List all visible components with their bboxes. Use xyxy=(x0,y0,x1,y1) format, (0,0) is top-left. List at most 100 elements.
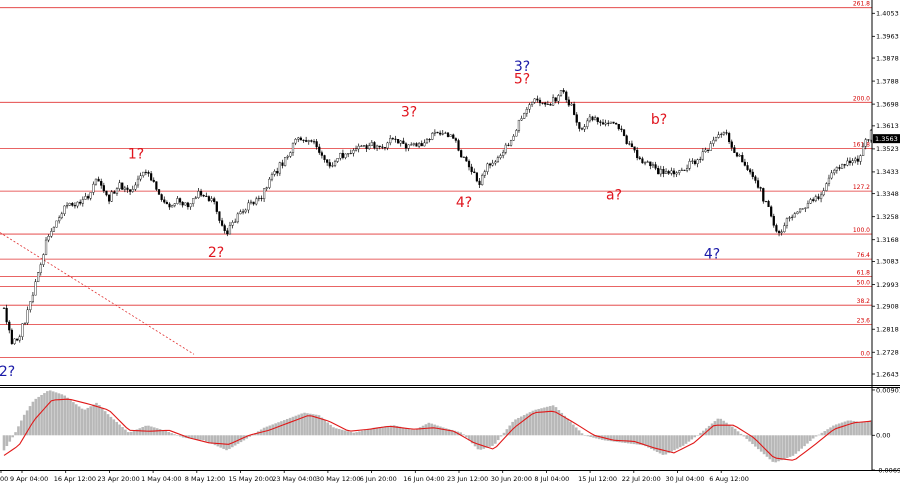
y-tick-label: 1.4053 xyxy=(876,10,899,18)
candles xyxy=(2,88,873,345)
y-tick-label: 1.2643 xyxy=(876,370,899,378)
candle-body xyxy=(578,122,581,129)
histogram-bar xyxy=(323,420,327,436)
histogram-bar xyxy=(389,425,393,436)
histogram-bar xyxy=(759,435,763,452)
candle-body xyxy=(457,140,460,151)
candle-body xyxy=(454,138,457,141)
candle-body xyxy=(475,172,479,182)
histogram-bar xyxy=(37,396,40,436)
histogram-bar xyxy=(771,435,775,462)
y-tick-label: 1.3788 xyxy=(876,77,899,85)
candle-body xyxy=(659,168,662,175)
candle-body xyxy=(139,175,142,180)
x-tick-label: 23 Apr 20:00 xyxy=(97,475,139,483)
histogram-bar xyxy=(629,435,633,444)
candle-body xyxy=(633,146,636,151)
candle-body xyxy=(418,143,421,147)
candle-body xyxy=(47,236,50,241)
candle-body xyxy=(278,162,281,174)
histogram-bar xyxy=(499,435,503,437)
candle-body xyxy=(118,182,121,189)
candle-body xyxy=(791,216,794,218)
histogram-bar xyxy=(783,435,786,460)
candle-body xyxy=(848,160,852,164)
histogram-bar xyxy=(725,422,728,436)
histogram-bar xyxy=(381,426,384,436)
candle-body xyxy=(220,220,224,226)
histogram-bar xyxy=(190,435,194,439)
candle-body xyxy=(89,192,92,199)
candle-body xyxy=(312,141,316,143)
candle-body xyxy=(533,98,536,103)
histogram-bar xyxy=(86,407,90,436)
histogram-bar xyxy=(606,435,610,441)
candle-body xyxy=(194,197,197,199)
histogram-bar xyxy=(361,430,364,436)
histogram-bar xyxy=(441,427,445,436)
y-tick-label: 1.3523 xyxy=(876,145,899,153)
candle-body xyxy=(841,164,844,169)
candle-body xyxy=(157,189,161,195)
candle-body xyxy=(223,225,226,231)
candle-body xyxy=(862,146,865,156)
candle-body xyxy=(181,201,184,206)
histogram-bar xyxy=(800,435,803,449)
histogram-bar xyxy=(329,424,332,436)
fib-level-label: 261.8 xyxy=(853,1,870,8)
candle-body xyxy=(291,142,295,153)
histogram-bar xyxy=(855,421,858,436)
candle-body xyxy=(788,217,791,219)
candle-body xyxy=(29,301,32,311)
candle-body xyxy=(102,185,105,192)
histogram-bar xyxy=(433,424,436,436)
histogram-bar xyxy=(5,435,9,447)
candle-body xyxy=(121,182,124,190)
candle-body xyxy=(636,149,639,159)
histogram-bar xyxy=(794,435,798,454)
candle-body xyxy=(664,171,668,174)
x-tick-label: 1 May 04:00 xyxy=(141,475,181,483)
candle-body xyxy=(197,191,200,199)
histogram-bar xyxy=(835,424,838,436)
histogram-bar xyxy=(462,434,465,436)
candle-body xyxy=(299,137,302,141)
histogram-bar xyxy=(407,428,410,436)
histogram-bar xyxy=(178,435,182,437)
histogram-bar xyxy=(427,422,431,436)
candle-body xyxy=(446,132,450,137)
candle-body xyxy=(809,199,812,204)
y-tick-label: 1.3258 xyxy=(876,213,899,221)
histogram-bar xyxy=(372,427,376,436)
histogram-bar xyxy=(291,416,295,436)
histogram-bar xyxy=(809,435,812,442)
histogram-bar xyxy=(517,417,520,436)
histogram-bar xyxy=(494,435,497,444)
histogram-bar xyxy=(421,425,425,436)
histogram-bar xyxy=(491,435,494,446)
candle-body xyxy=(473,171,476,173)
histogram-bar xyxy=(424,424,428,436)
candle-body xyxy=(360,145,363,147)
candle-body xyxy=(767,201,770,208)
candle-body xyxy=(625,135,628,144)
histogram-bar xyxy=(236,435,240,444)
candle-body xyxy=(814,196,817,201)
histogram-bar xyxy=(866,421,870,436)
candle-body xyxy=(407,144,410,149)
candle-body xyxy=(536,98,539,101)
histogram-bar xyxy=(540,408,543,436)
candle-body xyxy=(846,160,849,166)
histogram-bar xyxy=(817,434,821,436)
candle-body xyxy=(714,137,718,141)
candle-body xyxy=(562,90,565,93)
x-tick-label: 15 Jul 12:00 xyxy=(578,475,617,483)
candle-body xyxy=(144,171,147,173)
histogram-bar xyxy=(387,425,390,436)
candle-body xyxy=(772,215,775,226)
candle-body xyxy=(864,139,867,147)
candle-body xyxy=(722,132,725,135)
candle-body xyxy=(583,126,586,130)
histogram-bar xyxy=(837,423,841,436)
